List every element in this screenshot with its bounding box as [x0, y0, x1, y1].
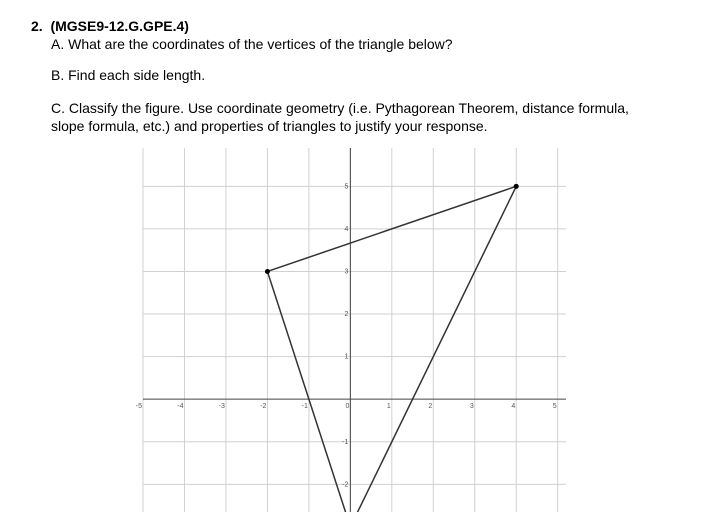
part: B. Find each side length.	[51, 67, 206, 83]
x-tick-label: 2	[428, 403, 432, 410]
y-tick-label: 4	[344, 226, 348, 233]
x-tick-label: -5	[136, 403, 142, 410]
x-tick-label: 0	[345, 403, 349, 410]
x-tick-label: -2	[260, 403, 266, 410]
y-tick-label: 1	[344, 354, 348, 361]
x-tick-label: 5	[553, 403, 557, 410]
problem-number: 2.	[31, 18, 43, 34]
x-tick-label: 3	[470, 403, 474, 410]
y-tick-label: 5	[344, 183, 348, 190]
x-tick-label: -3	[219, 403, 225, 410]
y-tick-label: 2	[344, 311, 348, 318]
part: C. Classify the figure. Use coordinate g…	[51, 100, 629, 116]
x-tick-label: 4	[511, 403, 515, 410]
x-tick-label: -4	[177, 403, 183, 410]
vertex	[513, 183, 519, 189]
y-tick-label: -1	[342, 439, 348, 446]
x-tick-label: 1	[387, 403, 391, 410]
part: A. What are the coordinates of the verti…	[51, 36, 453, 52]
y-tick-label: -2	[342, 481, 348, 488]
triangle	[266, 185, 518, 512]
vertex	[264, 268, 270, 274]
x-tick-label: -1	[302, 403, 308, 410]
problem-header: 2. (MGSE9-12.G.GPE.4)	[31, 18, 189, 34]
part: slope formula, etc.) and properties of t…	[51, 118, 488, 134]
y-tick-label: 3	[344, 268, 348, 275]
standard: (MGSE9-12.G.GPE.4)	[50, 18, 189, 34]
